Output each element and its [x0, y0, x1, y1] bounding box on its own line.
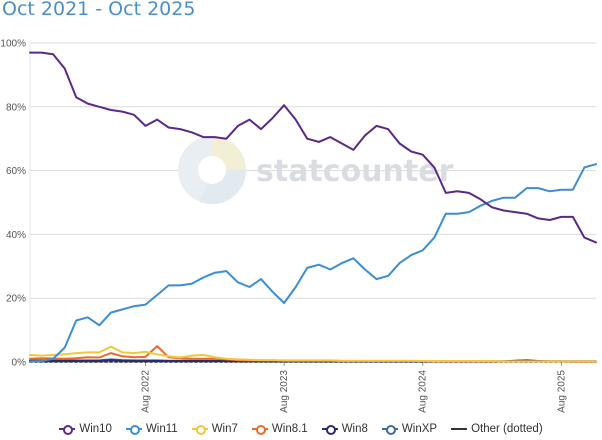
legend-item[interactable]: Win8.1	[251, 423, 308, 435]
legend-marker	[451, 424, 468, 434]
legend-label: Other (dotted)	[471, 423, 543, 435]
legend-label: WinXP	[401, 423, 438, 435]
x-tick-label: Aug 2023	[279, 370, 290, 413]
legend-item[interactable]: Win11	[125, 423, 178, 435]
legend-marker	[191, 424, 208, 435]
legend-item[interactable]: WinXP	[381, 423, 438, 435]
legend-label: Win11	[145, 423, 178, 435]
x-tick-label: Aug 2022	[141, 370, 152, 413]
y-tick-label: 20%	[6, 294, 26, 305]
statcounter-watermark: statcounter	[178, 136, 454, 205]
series-line-win7	[29, 345, 597, 363]
legend-label: Win8	[341, 423, 368, 435]
legend-marker	[321, 424, 338, 435]
legend-marker	[381, 424, 398, 435]
x-tick-label: Aug 2025	[556, 370, 567, 413]
legend-label: Win7	[211, 423, 238, 435]
legend-item[interactable]: Win7	[191, 423, 238, 435]
y-tick-label: 60%	[6, 166, 26, 177]
chart-subtitle: Oct 2021 - Oct 2025	[2, 0, 196, 20]
y-tick-label: 100%	[0, 39, 26, 50]
watermark-text: statcounter	[256, 154, 454, 189]
y-tick-label: 0%	[12, 358, 27, 369]
legend-item[interactable]: Win10	[59, 423, 112, 435]
x-axis: Aug 2022 Aug 2023 Aug 2024 Aug 2025	[141, 362, 567, 413]
chart-grid	[29, 42, 596, 363]
series-lines	[29, 51, 597, 363]
y-tick-label: 40%	[6, 230, 26, 241]
y-axis: 0% 20% 40% 60% 80% 100%	[0, 39, 26, 369]
x-tick-label: Aug 2024	[418, 370, 429, 413]
series-line-win10	[29, 51, 597, 244]
chart-legend: Win10 Win11 Win7 Win8.1 Win8 WinXP Other (dott…	[0, 420, 602, 438]
legend-item[interactable]: Win8	[321, 423, 368, 435]
y-tick-label: 80%	[6, 102, 26, 113]
series-line-win11	[29, 163, 597, 363]
legend-label: Win10	[79, 423, 112, 435]
legend-marker	[59, 424, 76, 435]
legend-marker	[125, 424, 142, 435]
legend-marker	[251, 424, 268, 435]
line-chart: statcounter 0%20%40%60%80%100% Aug 2022 A…	[0, 39, 597, 413]
legend-item[interactable]: Other (dotted)	[451, 423, 543, 435]
legend-label: Win8.1	[271, 423, 308, 435]
